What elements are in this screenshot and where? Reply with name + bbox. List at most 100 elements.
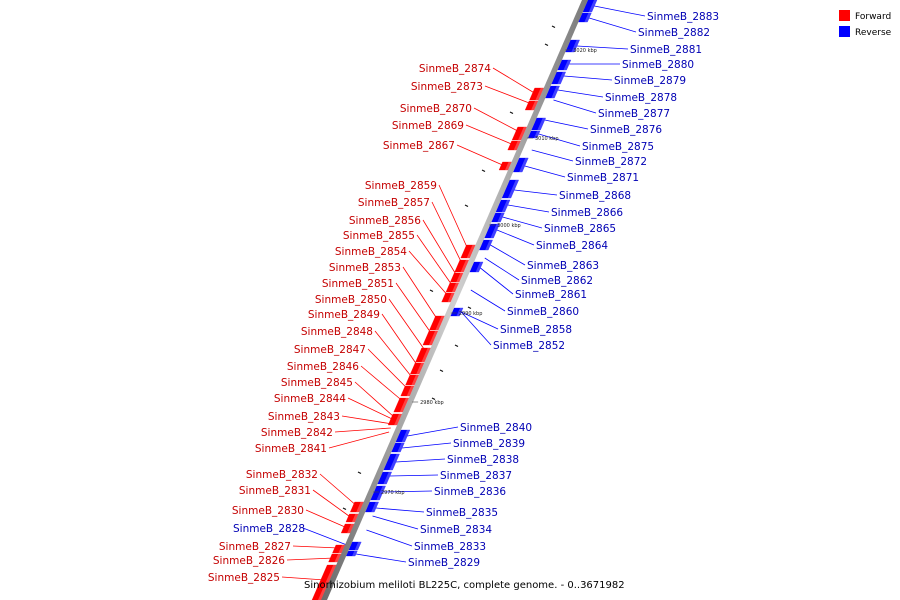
gene-highlight <box>485 240 493 250</box>
reverse-leader-line <box>382 490 433 493</box>
forward-leader-line <box>360 365 403 402</box>
gene-highlight <box>563 60 571 70</box>
reverse-gene-label: SinmeB_2835 <box>426 507 498 519</box>
reverse-gene-label: SinmeB_2882 <box>638 27 710 39</box>
forward-gene-label: SinmeB_2841 <box>255 443 327 455</box>
gene-highlight <box>537 118 546 130</box>
forward-leader-line <box>456 144 505 167</box>
forward-gene-label: SinmeB_2869 <box>392 120 464 132</box>
forward-leader-line <box>374 330 413 379</box>
tick-label: 2970 kbp <box>381 490 405 496</box>
minor-tick <box>454 344 459 348</box>
minor-tick <box>464 204 469 208</box>
reverse-gene <box>450 307 464 317</box>
reverse-leader-line <box>461 311 499 330</box>
reverse-gene-label: SinmeB_2829 <box>408 557 480 569</box>
reverse-leader-line <box>524 165 566 178</box>
reverse-gene-label: SinmeB_2880 <box>622 59 694 71</box>
reverse-leader-line <box>514 189 558 196</box>
reverse-leader-line <box>460 311 492 346</box>
forward-gene <box>400 385 415 397</box>
forward-gene <box>450 272 464 283</box>
genome-backbone <box>321 0 588 600</box>
legend: Forward Reverse <box>839 10 892 38</box>
reverse-leader-line <box>538 133 581 147</box>
forward-leader-line <box>292 545 339 549</box>
reverse-leader-line <box>490 244 526 266</box>
minor-tick <box>342 507 347 511</box>
forward-leader-line <box>402 266 439 321</box>
forward-gene-label: SinmeB_2870 <box>400 103 472 115</box>
gene-highlight <box>571 40 580 52</box>
gene-highlight <box>435 316 445 330</box>
gene-highlight <box>347 524 355 533</box>
gene-highlight <box>416 363 425 374</box>
forward-leader-line <box>395 282 433 335</box>
minor-tick <box>357 471 362 475</box>
reverse-gene-label: SinmeB_2865 <box>544 223 616 235</box>
minor-tick <box>551 25 556 29</box>
forward-leader-line <box>281 576 325 581</box>
gene-highlight <box>394 414 402 425</box>
tick-labels: 3020 kbp 3010 kbp 3000 kbp 2990 kbp 2980 kbp… <box>372 48 597 496</box>
forward-leader-line <box>347 397 395 421</box>
reverse-gene-label: SinmeB_2877 <box>598 108 670 120</box>
forward-gene-label: SinmeB_2842 <box>261 427 333 439</box>
gene-highlight <box>557 72 566 84</box>
forward-gene <box>454 259 470 273</box>
gene-highlight <box>513 141 521 150</box>
reverse-gene-label: SinmeB_2883 <box>647 11 719 23</box>
forward-gene <box>498 161 512 171</box>
forward-gene-label: SinmeB_2827 <box>219 541 291 553</box>
gene-highlight <box>352 551 358 556</box>
reverse-gene-label: SinmeB_2858 <box>500 324 572 336</box>
legend-label-forward: Forward <box>855 12 891 22</box>
forward-gene <box>328 553 342 563</box>
gene-highlight <box>519 158 529 172</box>
minor-tick <box>481 169 486 173</box>
reverse-leader-line <box>484 257 520 281</box>
gene-highlight <box>371 502 379 512</box>
gene-highlight <box>428 331 439 345</box>
forward-leader-line <box>286 557 335 561</box>
reverse-leader-line <box>402 442 452 449</box>
forward-gene-label: SinmeB_2832 <box>246 469 318 481</box>
reverse-gene-label: SinmeB_2840 <box>460 422 532 434</box>
forward-gene-label: SinmeB_2843 <box>268 411 340 423</box>
forward-gene-label: SinmeB_2854 <box>335 246 407 258</box>
gene-highlight <box>507 180 519 198</box>
forward-leader-line <box>312 489 352 519</box>
gene-highlight <box>401 430 410 442</box>
forward-gene-label: SinmeB_2848 <box>301 326 373 338</box>
reverse-gene-label: SinmeB_2838 <box>447 454 519 466</box>
gene-highlight <box>456 273 464 282</box>
reverse-gene-label: SinmeB_2836 <box>434 486 506 498</box>
reverse-leader-line <box>372 515 419 530</box>
forward-gene-label: SinmeB_2856 <box>349 215 421 227</box>
forward-leader-line <box>354 381 396 419</box>
reverse-gene-label: SinmeB_2878 <box>605 92 677 104</box>
reverse-gene-label: SinmeB_2875 <box>582 141 654 153</box>
forward-gene-label: SinmeB_2845 <box>281 377 353 389</box>
gene-highlight <box>518 127 527 140</box>
forward-gene-label: SinmeB_2825 <box>208 572 280 584</box>
gene-highlight <box>376 486 386 500</box>
reverse-gene <box>501 179 519 199</box>
gene-highlight <box>497 213 505 222</box>
minor-tick <box>509 111 514 115</box>
forward-gene-label: SinmeB_2867 <box>383 140 455 152</box>
tick-label: 3020 kbp <box>573 48 597 54</box>
reverse-leader-line <box>576 45 629 50</box>
forward-gene <box>345 513 359 523</box>
gene-highlight <box>501 200 510 212</box>
gene-highlight <box>460 260 469 272</box>
reverse-gene-label: SinmeB_2860 <box>507 306 579 318</box>
reverse-gene-label: SinmeB_2862 <box>521 275 593 287</box>
reverse-leader-line <box>553 99 597 114</box>
forward-gene-label: SinmeB_2853 <box>329 262 401 274</box>
gene-highlight <box>334 554 342 562</box>
tick-marks <box>342 25 556 511</box>
reverse-leader-line <box>407 426 459 437</box>
legend-swatch-reverse <box>839 26 850 37</box>
